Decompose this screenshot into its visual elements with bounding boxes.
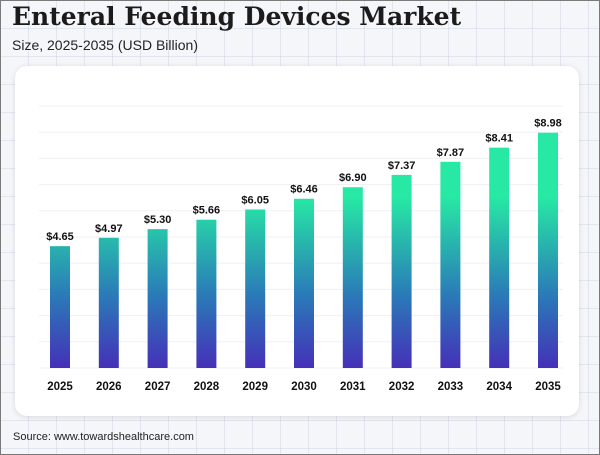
- bar-2028: [196, 219, 217, 368]
- data-label-2026: $4.97: [95, 223, 123, 235]
- bar-chart: $4.65 $4.97 $5.30 $5.66 $6.05 $6.46 $6.90 $7.37…: [39, 105, 563, 393]
- data-label-2027: $5.30: [144, 214, 172, 226]
- x-axis-tick-labels: 2025 2026 2027 2028 2029 2030 2031 2032 2033 2034…: [47, 381, 561, 393]
- bar-2025: [50, 246, 70, 368]
- bar-2030: [294, 198, 314, 368]
- gridlines: [39, 105, 563, 369]
- x-tick-2026: 2026: [96, 381, 122, 393]
- data-label-2033: $7.87: [437, 147, 465, 159]
- bar-2031: [342, 187, 363, 368]
- chart-subtitle: Size, 2025-2035 (USD Billion): [12, 37, 198, 53]
- data-label-2030: $6.46: [290, 184, 318, 196]
- data-label-2031: $6.90: [339, 172, 367, 184]
- data-label-2035: $8.98: [534, 118, 562, 130]
- x-tick-2025: 2025: [47, 381, 73, 393]
- x-tick-2029: 2029: [242, 381, 268, 393]
- chart-title: Enteral Feeding Devices Market: [12, 2, 462, 31]
- x-tick-2033: 2033: [438, 381, 464, 393]
- bar-2035: [538, 132, 558, 368]
- chart-card: $4.65 $4.97 $5.30 $5.66 $6.05 $6.46 $6.90 $7.37…: [15, 66, 579, 416]
- data-label-2032: $7.37: [388, 160, 416, 172]
- x-tick-2032: 2032: [389, 381, 415, 393]
- bars: [50, 132, 558, 368]
- data-label-2029: $6.05: [241, 194, 269, 206]
- data-label-2028: $5.66: [193, 205, 221, 217]
- x-tick-2030: 2030: [291, 381, 317, 393]
- x-tick-2027: 2027: [145, 381, 171, 393]
- data-label-2034: $8.41: [485, 133, 513, 145]
- bar-2034: [489, 147, 510, 368]
- data-labels: $4.65 $4.97 $5.30 $5.66 $6.05 $6.46 $6.90 $7.37…: [46, 118, 562, 243]
- data-label-2025: $4.65: [46, 231, 74, 243]
- bar-2033: [440, 161, 461, 368]
- x-tick-2031: 2031: [340, 381, 366, 393]
- bar-2026: [98, 237, 119, 368]
- bar-2027: [147, 229, 168, 368]
- bar-2032: [391, 174, 412, 368]
- x-tick-2034: 2034: [486, 381, 512, 393]
- bar-2029: [245, 209, 266, 368]
- x-tick-2028: 2028: [194, 381, 220, 393]
- x-tick-2035: 2035: [535, 381, 561, 393]
- source-note: Source: www.towardshealthcare.com: [13, 431, 194, 443]
